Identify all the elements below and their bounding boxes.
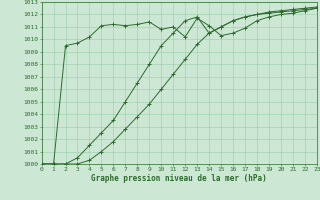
X-axis label: Graphe pression niveau de la mer (hPa): Graphe pression niveau de la mer (hPa) [91, 174, 267, 183]
